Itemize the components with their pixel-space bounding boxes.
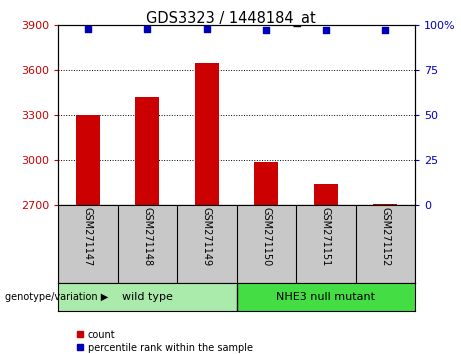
Bar	[58, 283, 236, 311]
Text: GSM271148: GSM271148	[142, 207, 152, 267]
Text: GSM271150: GSM271150	[261, 207, 271, 267]
Point	[263, 28, 270, 33]
Point	[322, 28, 330, 33]
Bar	[236, 283, 415, 311]
Bar	[373, 204, 397, 205]
Text: GSM271149: GSM271149	[202, 207, 212, 267]
Text: GDS3323 / 1448184_at: GDS3323 / 1448184_at	[146, 11, 315, 27]
Bar	[254, 161, 278, 205]
Point	[382, 28, 389, 33]
Text: GSM271147: GSM271147	[83, 207, 93, 267]
Legend: count, percentile rank within the sample: count, percentile rank within the sample	[72, 326, 256, 354]
Text: GSM271152: GSM271152	[380, 207, 390, 267]
Text: GSM271151: GSM271151	[321, 207, 331, 267]
Point	[84, 26, 91, 32]
Text: wild type: wild type	[122, 292, 173, 302]
Bar	[76, 115, 100, 205]
Point	[143, 26, 151, 32]
Bar	[314, 184, 337, 205]
Bar	[195, 63, 219, 205]
Text: genotype/variation ▶: genotype/variation ▶	[5, 292, 108, 302]
Point	[203, 26, 210, 32]
Bar	[136, 97, 159, 205]
Text: NHE3 null mutant: NHE3 null mutant	[276, 292, 375, 302]
